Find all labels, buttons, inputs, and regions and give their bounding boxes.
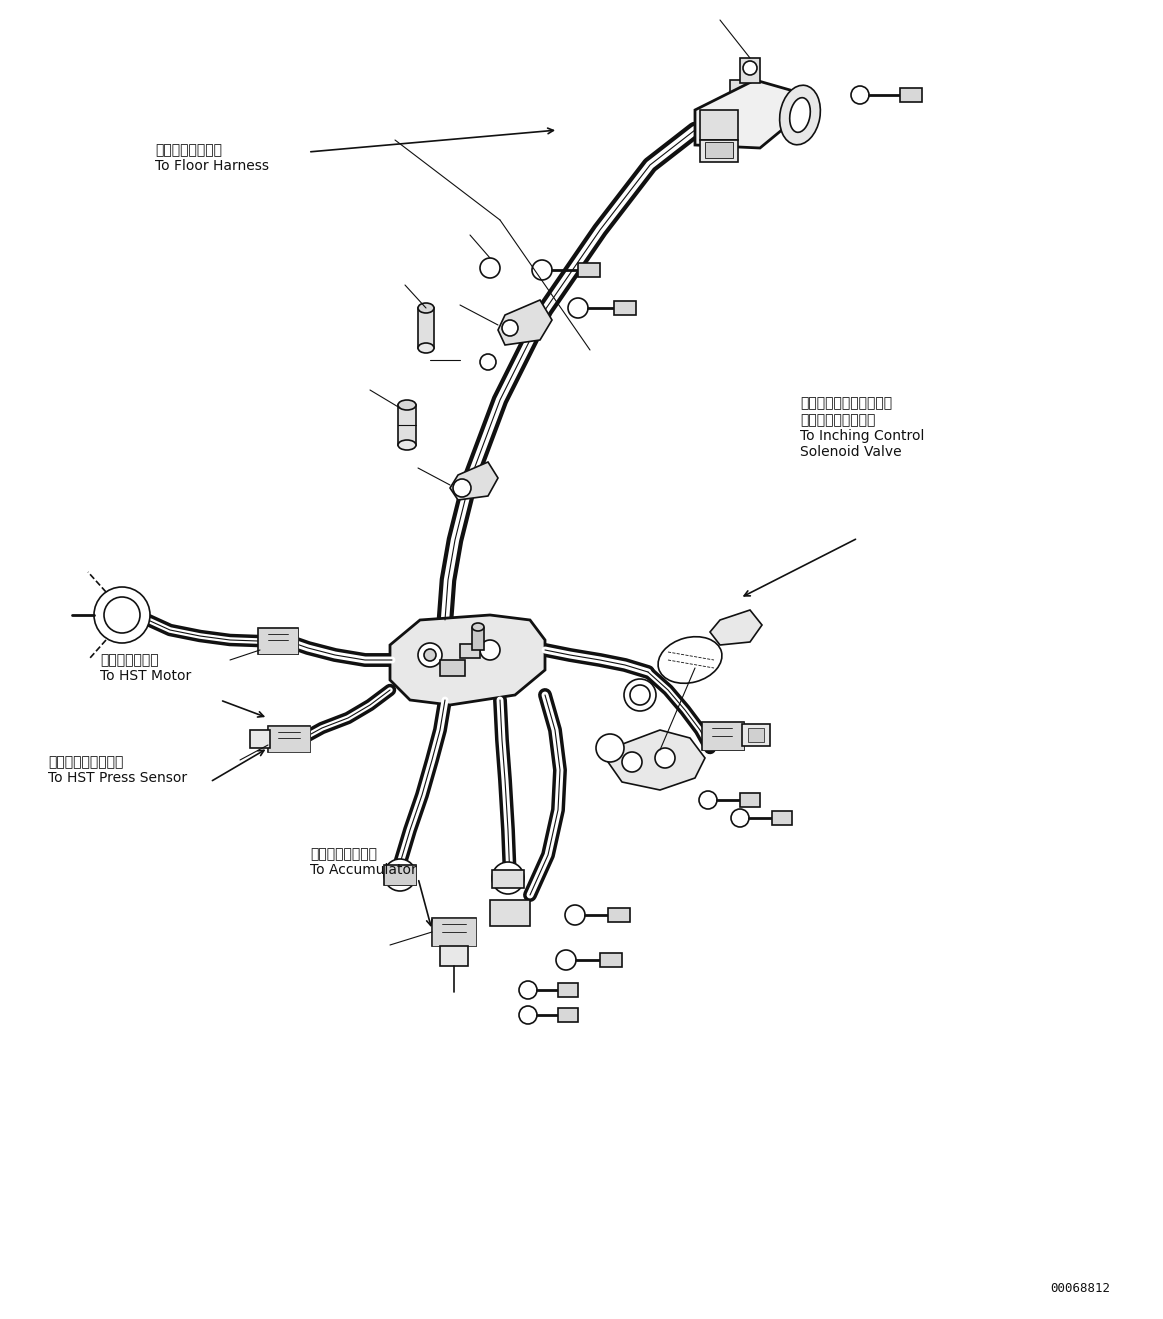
Circle shape [519, 981, 537, 998]
Text: フロアハーネスへ
To Floor Harness: フロアハーネスへ To Floor Harness [155, 142, 269, 173]
Polygon shape [709, 609, 762, 645]
Bar [705, 142, 733, 158]
Circle shape [519, 1006, 537, 1024]
Bar [440, 660, 465, 677]
Bar [384, 865, 416, 885]
Circle shape [502, 321, 518, 336]
Circle shape [743, 61, 757, 75]
Polygon shape [730, 80, 755, 100]
Bar [614, 301, 636, 315]
Circle shape [424, 649, 436, 661]
Polygon shape [450, 462, 498, 500]
Text: インチングコントロール
ソレノイドバルブへ
To Inching Control
Solenoid Valve: インチングコントロール ソレノイドバルブへ To Inching Control… [800, 397, 925, 459]
Circle shape [480, 353, 495, 371]
Circle shape [454, 479, 471, 497]
Bar [384, 865, 416, 885]
Bar [702, 721, 744, 751]
Bar [600, 954, 622, 967]
Text: ＨＳＴモータへ
To HST Motor: ＨＳＴモータへ To HST Motor [100, 653, 191, 683]
Bar [558, 983, 578, 997]
Circle shape [556, 950, 576, 969]
Bar [258, 628, 298, 654]
Bar [490, 900, 530, 926]
Bar [740, 58, 759, 83]
Bar [608, 907, 630, 922]
Bar [250, 729, 270, 748]
Circle shape [565, 905, 585, 925]
Circle shape [418, 642, 442, 667]
Polygon shape [695, 80, 800, 148]
Circle shape [699, 791, 718, 809]
Polygon shape [390, 615, 545, 704]
Bar [702, 721, 744, 751]
Circle shape [480, 259, 500, 278]
Circle shape [492, 863, 525, 894]
Circle shape [531, 260, 552, 280]
Circle shape [104, 598, 140, 633]
Circle shape [384, 859, 416, 892]
Bar [267, 725, 311, 752]
Circle shape [480, 640, 500, 660]
Circle shape [94, 587, 150, 642]
Ellipse shape [790, 98, 811, 132]
Text: ＨＳＴ油圧センサへ
To HST Press Sensor: ＨＳＴ油圧センサへ To HST Press Sensor [48, 754, 187, 785]
Bar [558, 1008, 578, 1022]
Circle shape [630, 685, 650, 704]
Ellipse shape [418, 303, 434, 313]
Circle shape [622, 752, 642, 772]
Ellipse shape [779, 86, 820, 145]
Circle shape [732, 809, 749, 827]
Circle shape [625, 679, 656, 711]
Bar [492, 871, 525, 888]
Bar [258, 628, 298, 654]
Bar [740, 793, 759, 807]
Bar [900, 88, 922, 102]
Ellipse shape [418, 343, 434, 353]
Bar [578, 262, 600, 277]
Circle shape [851, 86, 869, 104]
Bar [748, 728, 764, 743]
Polygon shape [608, 729, 705, 790]
Ellipse shape [472, 623, 484, 630]
Bar [267, 725, 311, 752]
Ellipse shape [398, 441, 416, 450]
Circle shape [595, 733, 625, 762]
Text: 00068812: 00068812 [1050, 1282, 1110, 1295]
Bar [700, 109, 739, 140]
Bar [461, 644, 480, 658]
Bar [440, 946, 468, 966]
Ellipse shape [398, 400, 416, 410]
Bar [431, 918, 476, 946]
Bar [772, 811, 792, 824]
Bar [398, 405, 416, 445]
Polygon shape [498, 299, 552, 346]
Bar [418, 309, 434, 348]
Circle shape [568, 298, 588, 318]
Bar [700, 140, 739, 162]
Bar [472, 628, 484, 650]
Bar [431, 918, 476, 946]
Ellipse shape [658, 637, 722, 683]
Text: アキュムレータへ
To Accumulator: アキュムレータへ To Accumulator [311, 847, 416, 877]
Circle shape [655, 748, 675, 768]
Bar [742, 724, 770, 747]
